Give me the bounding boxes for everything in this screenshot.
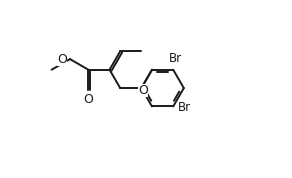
Text: Br: Br [168, 52, 182, 65]
Text: O: O [57, 53, 67, 66]
Text: O: O [84, 93, 93, 106]
Text: O: O [138, 84, 148, 97]
Text: Br: Br [178, 101, 192, 114]
